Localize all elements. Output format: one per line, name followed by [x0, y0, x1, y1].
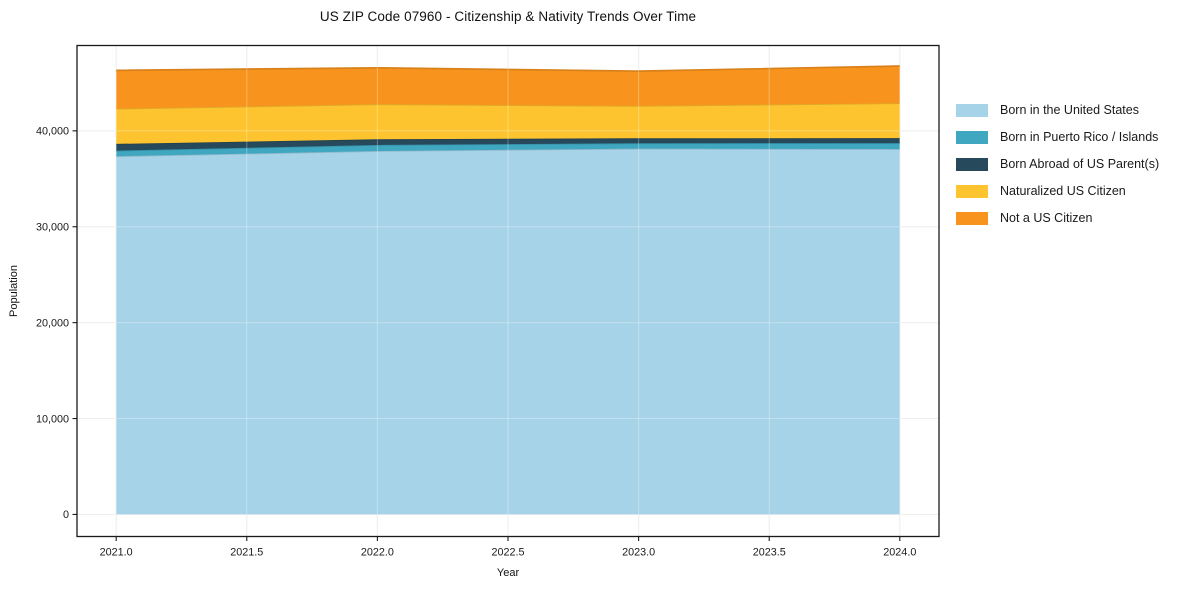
legend: Born in the United States Born in Puerto … [956, 103, 1159, 238]
y-tick-label: 30,000 [36, 222, 69, 234]
legend-swatch-icon [956, 211, 988, 225]
legend-item: Born Abroad of US Parent(s) [956, 157, 1159, 171]
y-axis-label: Population [8, 265, 20, 317]
legend-label: Born in Puerto Rico / Islands [1000, 130, 1159, 144]
legend-label: Born Abroad of US Parent(s) [1000, 157, 1160, 171]
x-tick-label: 2024.0 [883, 547, 916, 559]
y-tick-label: 10,000 [36, 413, 69, 425]
x-tick-label: 2022.5 [491, 547, 524, 559]
legend-label: Not a US Citizen [1000, 211, 1093, 225]
x-tick-label: 2021.0 [100, 547, 133, 559]
legend-swatch-icon [956, 184, 988, 198]
legend-label: Born in the United States [1000, 103, 1139, 117]
area-series-4 [116, 66, 900, 109]
y-tick-label: 40,000 [36, 126, 69, 138]
y-tick-label: 0 [63, 509, 69, 521]
y-tick-label: 20,000 [36, 317, 69, 329]
area-series-4-edge [116, 65, 900, 72]
legend-swatch-icon [956, 103, 988, 117]
x-tick-label: 2023.5 [753, 547, 786, 559]
legend-label: Naturalized US Citizen [1000, 184, 1126, 198]
x-tick-label: 2022.0 [361, 547, 394, 559]
legend-item: Naturalized US Citizen [956, 184, 1159, 198]
legend-swatch-icon [956, 130, 988, 144]
legend-item: Born in the United States [956, 103, 1159, 117]
area-series-0 [116, 148, 900, 515]
area-series-3 [116, 103, 900, 144]
x-tick-label: 2023.0 [622, 547, 655, 559]
x-tick-label: 2021.5 [230, 547, 263, 559]
chart-title: US ZIP Code 07960 - Citizenship & Nativi… [319, 9, 697, 24]
legend-item: Not a US Citizen [956, 211, 1159, 225]
legend-swatch-icon [956, 157, 988, 171]
legend-item: Born in Puerto Rico / Islands [956, 130, 1159, 144]
x-axis-label: Year [496, 567, 520, 579]
